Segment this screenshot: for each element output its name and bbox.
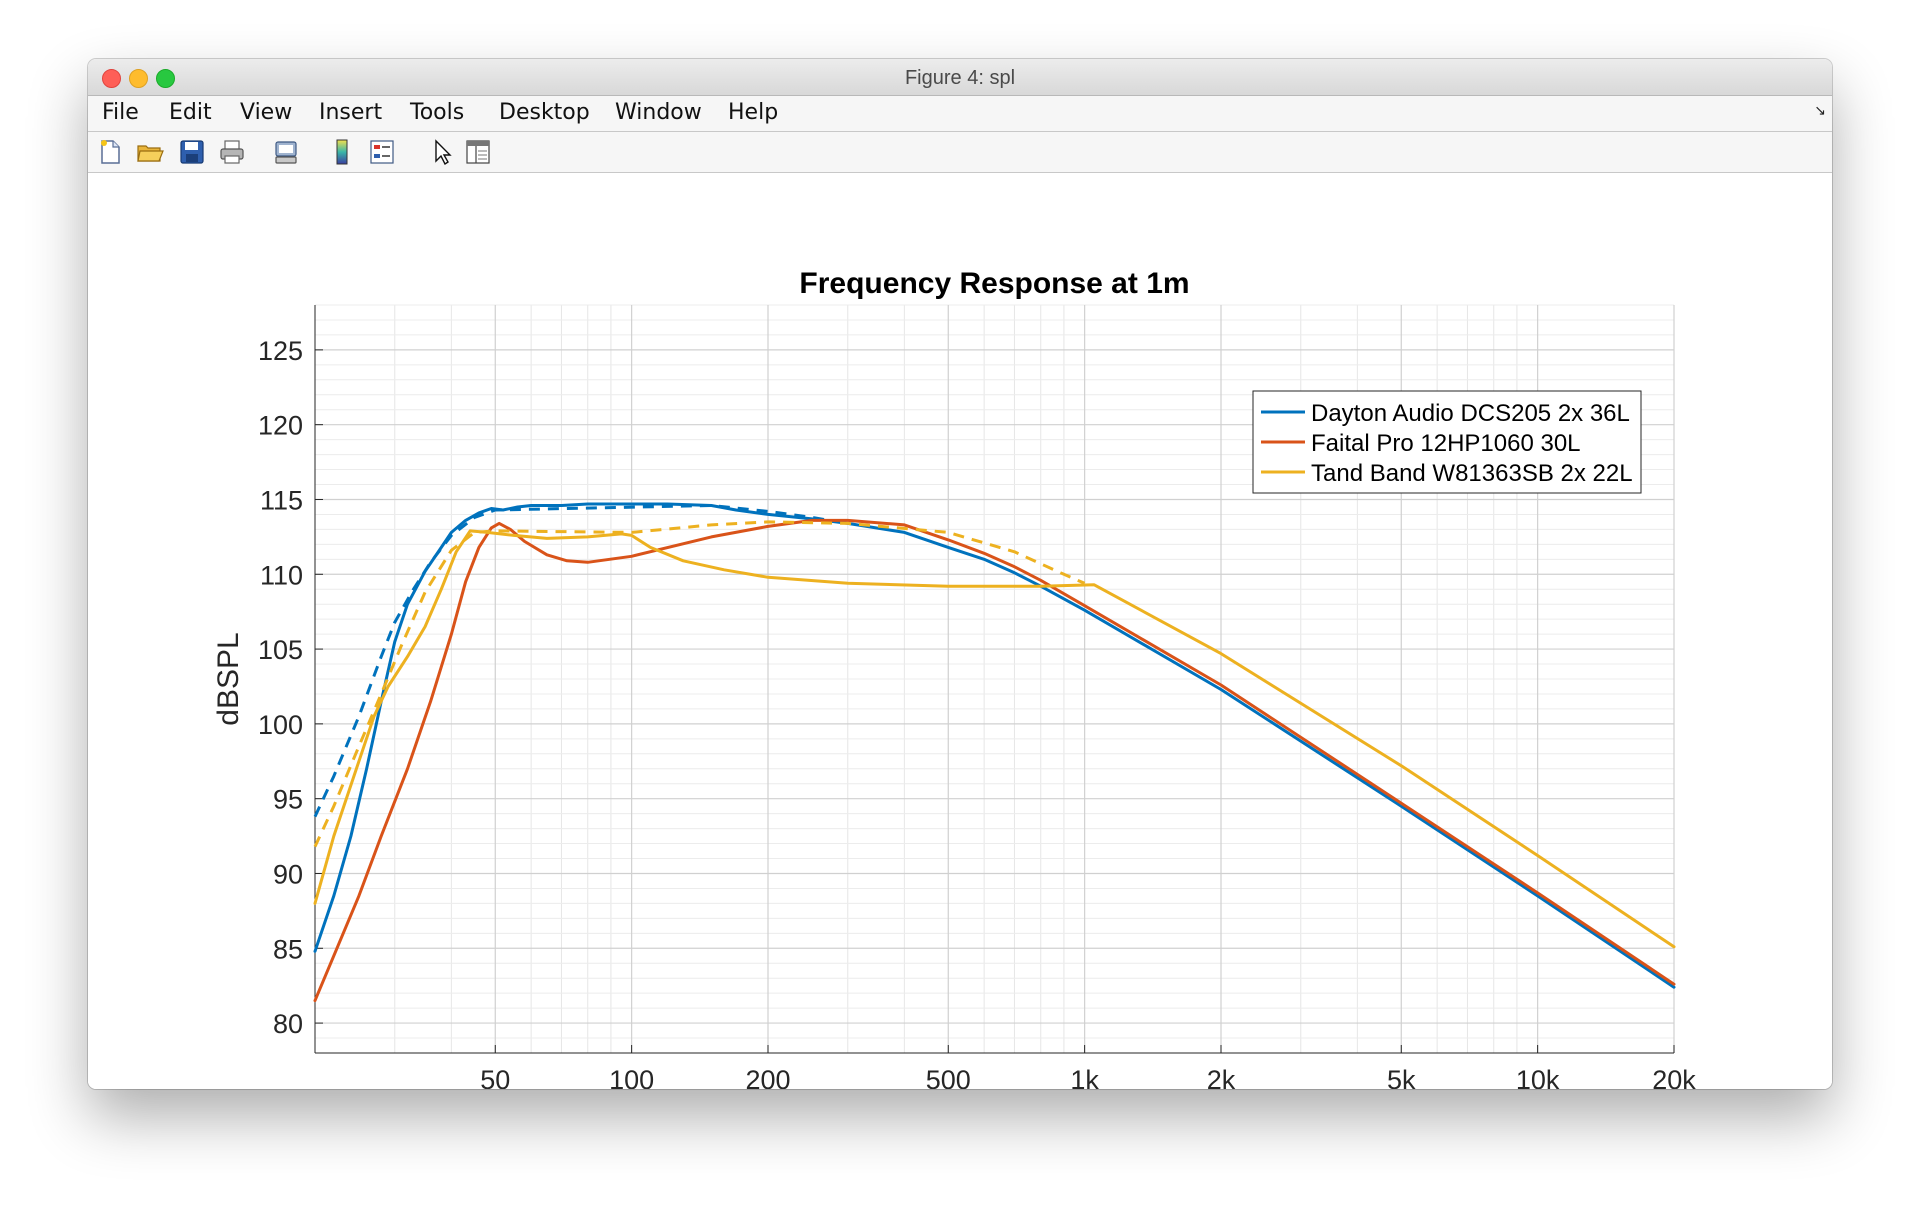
menu-insert[interactable]: Insert (319, 100, 383, 125)
x-tick-label: 500 (926, 1065, 971, 1089)
series-line-3 (313, 518, 1676, 1003)
title-bar: Figure 4: spl (88, 59, 1832, 96)
y-tick-label: 110 (260, 560, 303, 590)
legend-label-1: Dayton Audio DCS205 2x 36L (1311, 400, 1630, 427)
y-tick-label: 105 (258, 635, 303, 665)
x-tick-label: 200 (745, 1065, 790, 1089)
x-tick-label: 1k (1070, 1065, 1099, 1089)
y-tick-label: 120 (258, 411, 303, 441)
menu-window[interactable]: Window (615, 100, 702, 125)
y-tick-label: 80 (273, 1009, 303, 1039)
figure-canvas: 50 100 200 500 1k 2k 5k 10k 20k 80 85 90 95 100 105 110… (88, 173, 1832, 1089)
x-tick-label: 20k (1652, 1065, 1696, 1089)
y-tick-label: 125 (258, 336, 303, 366)
toolbar (88, 132, 1832, 173)
x-tick-label: 2k (1207, 1065, 1236, 1089)
y-tick-label: 90 (273, 859, 303, 889)
y-axis-label: dBSPL (212, 632, 245, 725)
x-tick-label: 100 (609, 1065, 654, 1089)
dock-arrow-icon[interactable]: ↘ (1814, 102, 1826, 118)
colorbar-icon[interactable] (328, 138, 356, 166)
frequency-response-chart: 50 100 200 500 1k 2k 5k 10k 20k 80 85 90 95 100 105 110… (212, 267, 1696, 1089)
x-tick-label: 5k (1387, 1065, 1416, 1089)
menu-edit[interactable]: Edit (169, 100, 212, 125)
series-line-2-dashed (313, 504, 849, 818)
menu-view[interactable]: View (240, 100, 293, 125)
print-icon[interactable] (218, 138, 246, 166)
menu-file[interactable]: File (102, 100, 139, 125)
new-figure-icon[interactable] (96, 138, 124, 166)
figure-window: Figure 4: spl File Edit View Insert Tool… (88, 59, 1832, 1089)
x-tick-label: 10k (1516, 1065, 1560, 1089)
legend-icon[interactable] (368, 138, 396, 166)
series-line-1 (313, 502, 1676, 989)
legend-label-2: Faital Pro 12HP1060 30L (1311, 430, 1581, 457)
menu-desktop[interactable]: Desktop (499, 100, 590, 125)
print-preview-icon[interactable] (272, 138, 300, 166)
x-tick-label: 50 (480, 1065, 510, 1089)
chart-title: Frequency Response at 1m (799, 267, 1189, 300)
window-title: Figure 4: spl (904, 67, 1016, 89)
legend-box (1252, 390, 1642, 494)
y-tick-label: 95 (273, 785, 303, 815)
menu-help[interactable]: Help (728, 100, 779, 125)
save-icon[interactable] (178, 138, 206, 166)
property-inspector-icon[interactable] (464, 138, 492, 166)
y-tick-label: 100 (258, 710, 303, 740)
series-line-4 (313, 529, 1676, 949)
y-tick-label: 85 (273, 934, 303, 964)
close-window-button[interactable] (102, 69, 121, 88)
legend-label-3: Tand Band W81363SB 2x 22L (1311, 460, 1633, 487)
open-file-icon[interactable] (136, 138, 164, 166)
y-tick-label: 115 (260, 485, 303, 515)
minimize-window-button[interactable] (129, 69, 148, 88)
menu-bar: File Edit View Insert Tools Desktop Wind… (88, 96, 1832, 132)
pointer-icon[interactable] (428, 138, 456, 166)
menu-tools[interactable]: Tools (410, 100, 465, 125)
zoom-window-button[interactable] (156, 69, 175, 88)
